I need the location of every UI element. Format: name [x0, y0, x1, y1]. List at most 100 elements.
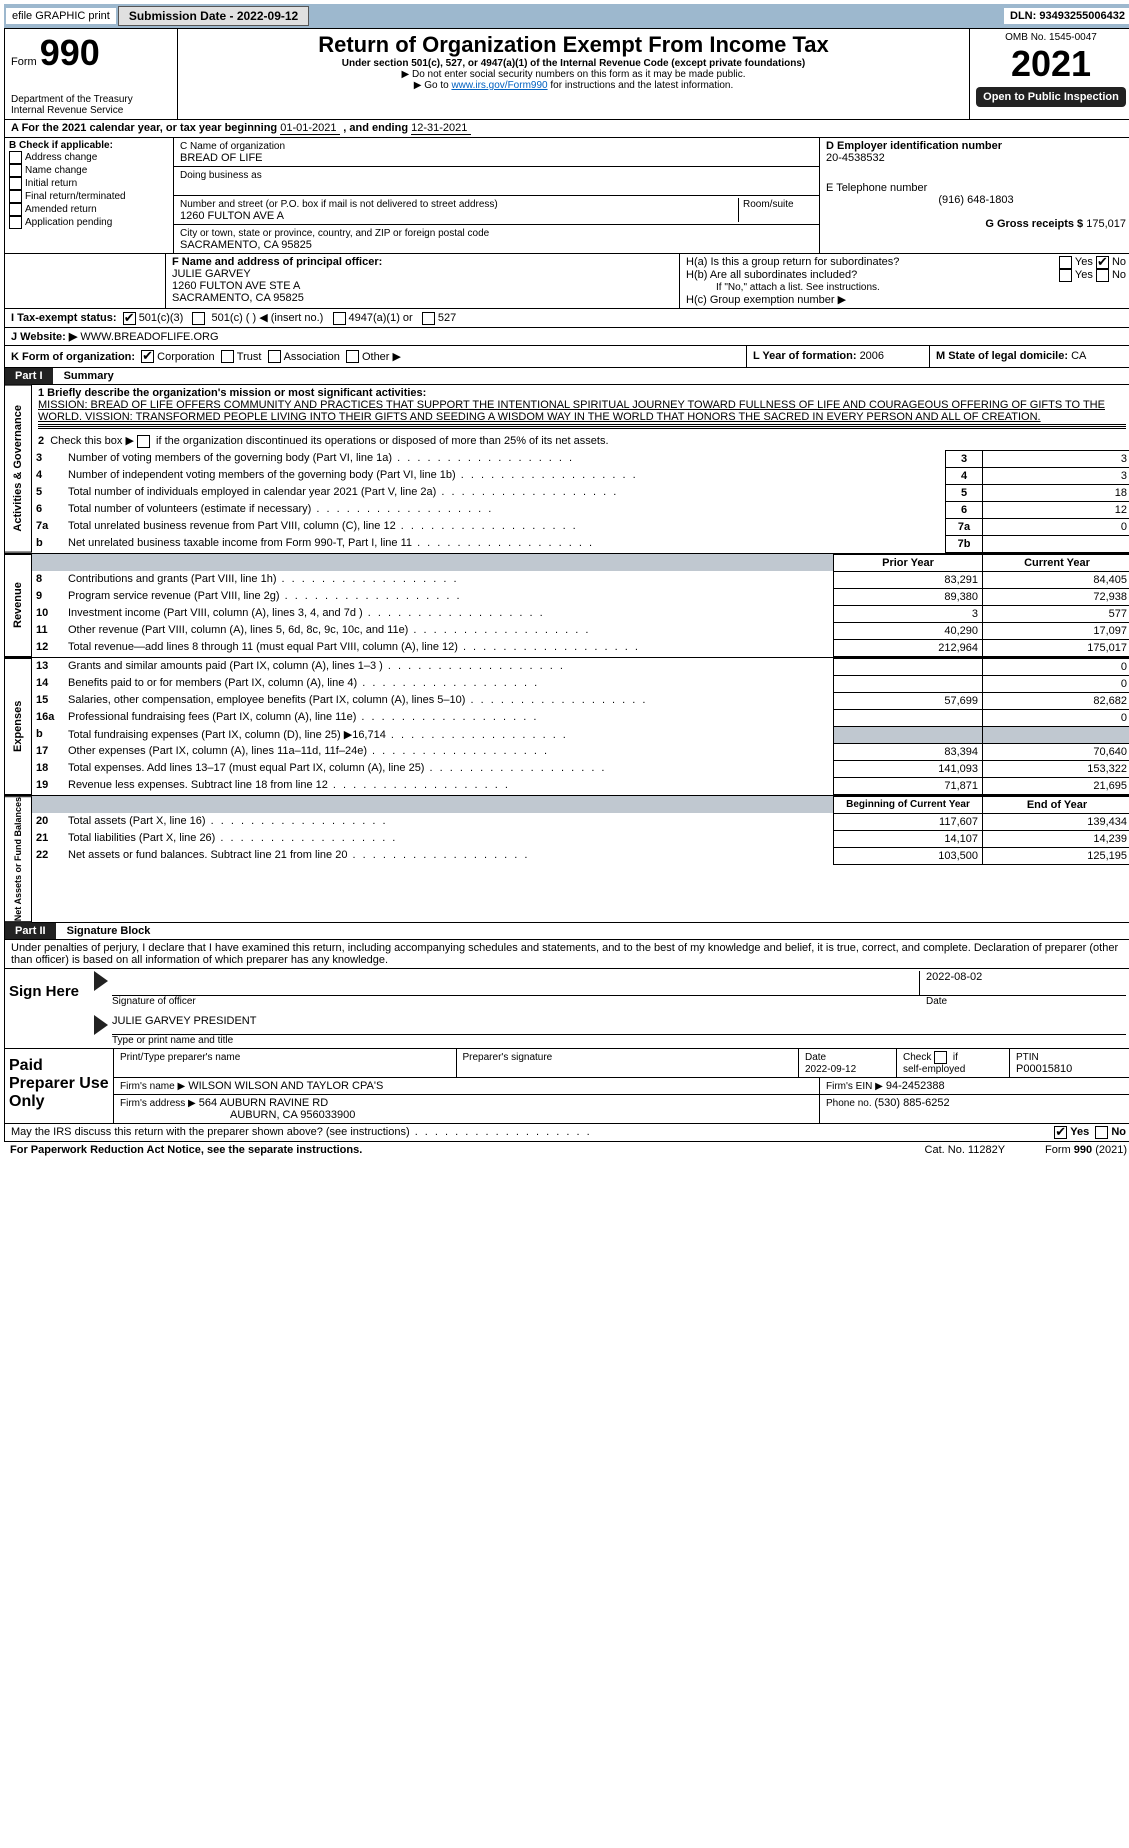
website-label: J Website: ▶	[11, 331, 77, 343]
discuss-no-checkbox[interactable]	[1095, 1126, 1108, 1139]
trust-checkbox[interactable]	[221, 350, 234, 363]
part1-header-row: Part I Summary	[4, 368, 1129, 385]
initial-return-checkbox[interactable]	[9, 177, 22, 190]
table-row: 5 Total number of individuals employed i…	[32, 484, 1129, 501]
discuss-label: May the IRS discuss this return with the…	[11, 1126, 1054, 1139]
table-row: 22 Net assets or fund balances. Subtract…	[32, 847, 1129, 864]
cat-no: Cat. No. 11282Y	[925, 1144, 1006, 1156]
discuss-yes-label: Yes	[1070, 1126, 1089, 1139]
address-change-checkbox[interactable]	[9, 151, 22, 164]
preparer-sig-label: Preparer's signature	[463, 1052, 553, 1063]
ein-label: D Employer identification number	[826, 140, 1002, 152]
ha-yes-label: Yes	[1075, 256, 1093, 269]
website-row: J Website: ▶ WWW.BREADOFLIFE.ORG	[4, 328, 1129, 346]
table-row: 12 Total revenue—add lines 8 through 11 …	[32, 639, 1129, 656]
table-row: 3 Number of voting members of the govern…	[32, 450, 1129, 467]
street-value: 1260 FULTON AVE A	[180, 210, 284, 222]
other-checkbox[interactable]	[346, 350, 359, 363]
discontinued-checkbox[interactable]	[137, 435, 150, 448]
firm-phone-value: (530) 885-6252	[874, 1097, 949, 1109]
klm-row: K Form of organization: Corporation Trus…	[4, 346, 1129, 369]
firm-addr1: 564 AUBURN RAVINE RD	[199, 1097, 328, 1109]
527-label: 527	[438, 312, 456, 324]
amended-return-checkbox[interactable]	[9, 203, 22, 216]
table-row: 7a Total unrelated business revenue from…	[32, 518, 1129, 535]
initial-return-label: Initial return	[25, 178, 77, 189]
final-return-checkbox[interactable]	[9, 190, 22, 203]
form-number: 990	[40, 32, 100, 73]
discuss-yes-checkbox[interactable]	[1054, 1126, 1067, 1139]
section-b-heading: B Check if applicable:	[9, 140, 113, 151]
firm-ein-label: Firm's EIN ▶	[826, 1081, 883, 1092]
hb-no-checkbox[interactable]	[1096, 269, 1109, 282]
goto-suffix: for instructions and the latest informat…	[550, 80, 733, 91]
section-b: B Check if applicable: Address change Na…	[5, 138, 174, 253]
dept-label: Department of the Treasury	[11, 94, 133, 105]
netassets-block: Net Assets or Fund Balances Beginning of…	[4, 796, 1129, 923]
preparer-date-value: 2022-09-12	[805, 1064, 856, 1075]
gross-receipts-label: G Gross receipts $	[985, 218, 1086, 230]
table-row: 21 Total liabilities (Part X, line 26) 1…	[32, 830, 1129, 847]
omb-label: OMB No. 1545-0047	[976, 32, 1126, 43]
assoc-checkbox[interactable]	[268, 350, 281, 363]
tax-status-label: I Tax-exempt status:	[11, 312, 117, 324]
period-begin: 01-01-2021	[280, 122, 340, 135]
org-name: BREAD OF LIFE	[180, 152, 263, 164]
4947-checkbox[interactable]	[333, 312, 346, 325]
table-row: 8 Contributions and grants (Part VIII, l…	[32, 571, 1129, 588]
table-row: 16a Professional fundraising fees (Part …	[32, 709, 1129, 726]
revenue-side-label: Revenue	[5, 554, 32, 657]
tax-year: 2021	[976, 43, 1126, 85]
corp-label: Corporation	[157, 351, 214, 363]
501c-checkbox[interactable]	[192, 312, 205, 325]
period-label-b: , and ending	[343, 122, 411, 134]
table-row: 9 Program service revenue (Part VIII, li…	[32, 588, 1129, 605]
expenses-side-label: Expenses	[5, 658, 32, 795]
section-c: C Name of organization BREAD OF LIFE Doi…	[174, 138, 820, 253]
hb-yes-checkbox[interactable]	[1059, 269, 1072, 282]
org-name-label: C Name of organization	[180, 141, 285, 152]
governance-table: 3 Number of voting members of the govern…	[32, 450, 1129, 553]
501c-label-a: 501(c) (	[212, 312, 250, 324]
self-employed-checkbox[interactable]	[934, 1051, 947, 1064]
preparer-name-label: Print/Type preparer's name	[120, 1052, 240, 1063]
form-org-label: K Form of organization:	[11, 351, 135, 363]
period-label-a: A For the 2021 calendar year, or tax yea…	[11, 122, 280, 134]
table-row: b Total fundraising expenses (Part IX, c…	[32, 726, 1129, 743]
form-word: Form	[11, 56, 37, 68]
form-title: Return of Organization Exempt From Incom…	[184, 32, 963, 58]
hc-label: H(c) Group exemption number ▶	[686, 293, 1126, 306]
527-checkbox[interactable]	[422, 312, 435, 325]
application-pending-checkbox[interactable]	[9, 216, 22, 229]
revenue-table: Prior Year Current Year 8 Contributions …	[32, 554, 1129, 657]
ha-no-checkbox[interactable]	[1096, 256, 1109, 269]
preparer-block: Paid Preparer Use Only Print/Type prepar…	[4, 1049, 1129, 1124]
tax-status-row: I Tax-exempt status: 501(c)(3) 501(c) ( …	[4, 309, 1129, 328]
hb-no-label: No	[1112, 269, 1126, 282]
table-row: 6 Total number of volunteers (estimate i…	[32, 501, 1129, 518]
begin-year-header: Beginning of Current Year	[834, 796, 983, 813]
ha-yes-checkbox[interactable]	[1059, 256, 1072, 269]
assoc-label: Association	[284, 351, 340, 363]
submission-date-button[interactable]: Submission Date - 2022-09-12	[118, 6, 309, 26]
year-formation-label: L Year of formation:	[753, 350, 860, 362]
table-row: 13 Grants and similar amounts paid (Part…	[32, 658, 1129, 675]
phone-value: (916) 648-1803	[938, 194, 1013, 206]
name-change-checkbox[interactable]	[9, 164, 22, 177]
pra-notice: For Paperwork Reduction Act Notice, see …	[10, 1144, 925, 1156]
officer-addr2: SACRAMENTO, CA 95825	[172, 292, 304, 304]
part2-header-row: Part II Signature Block	[4, 923, 1129, 940]
ha-label: H(a) Is this a group return for subordin…	[686, 256, 1059, 269]
application-pending-label: Application pending	[25, 217, 112, 228]
instructions-link[interactable]: www.irs.gov/Form990	[451, 80, 547, 91]
open-inspection: Open to Public Inspection	[976, 87, 1126, 107]
name-change-label: Name change	[25, 165, 87, 176]
discuss-no-label: No	[1111, 1126, 1126, 1139]
table-row: 17 Other expenses (Part IX, column (A), …	[32, 743, 1129, 760]
501c3-checkbox[interactable]	[123, 312, 136, 325]
governance-side-label: Activities & Governance	[5, 385, 32, 553]
ssn-warning: ▶ Do not enter social security numbers o…	[184, 69, 963, 80]
firm-addr2: AUBURN, CA 956033900	[120, 1109, 355, 1121]
amended-return-label: Amended return	[25, 204, 97, 215]
corp-checkbox[interactable]	[141, 350, 154, 363]
